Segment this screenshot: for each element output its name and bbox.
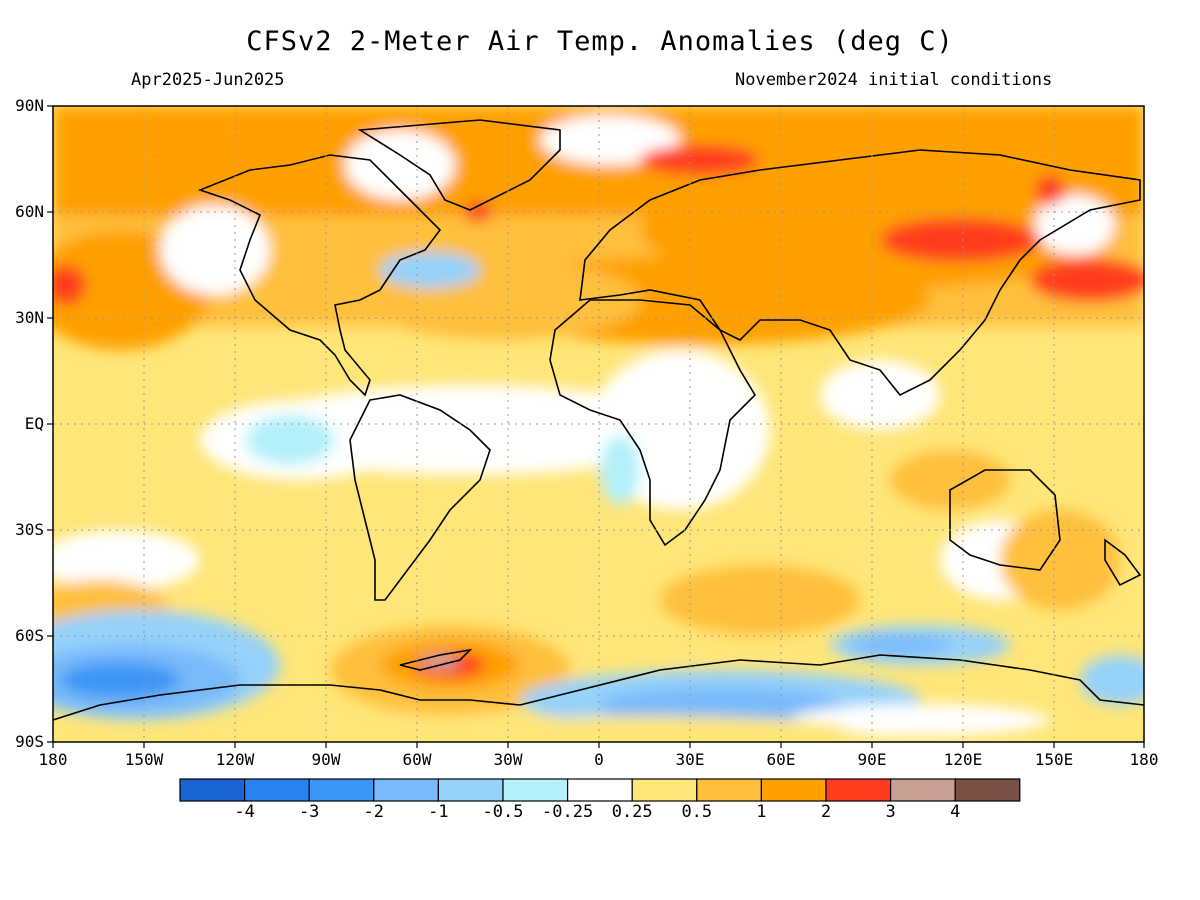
map-title: CFSv2 2-Meter Air Temp. Anomalies (deg C… [246,26,954,57]
colorbar-swatch [825,778,892,802]
lon-label-150w: 150W [124,750,164,769]
lon-label-60w: 60W [402,750,432,769]
anomaly-field [53,106,1144,742]
colorbar-label: 0.5 [681,802,713,822]
lat-label-60s: 60S [15,626,44,645]
lon-label-150e: 150E [1034,750,1074,769]
colorbar-label: -0.25 [542,802,594,822]
colorbar-label: 3 [885,802,896,822]
lon-label-30e: 30E [675,750,705,769]
colorbar-swatch [889,778,956,802]
colorbar-label: -4 [234,802,255,822]
lat-label-90n: 90N [15,96,44,115]
colorbar-label: -2 [363,802,385,822]
colorbar-label: 0.25 [611,802,653,822]
lon-label-60e: 60E [766,750,796,769]
colorbar-label: 1 [756,802,767,822]
forecast-period: Apr2025-Jun2025 [131,70,285,90]
lon-label-180w: 180 [38,750,68,769]
lon-label-90w: 90W [311,750,341,769]
lon-label-90e: 90E [857,750,887,769]
lon-label-0: 0 [594,750,604,769]
colorbar-swatch [437,778,504,802]
lon-label-120w: 120W [215,750,255,769]
colorbar-label: 4 [950,802,961,822]
axis-ticks [47,105,1145,748]
colorbar-label: -1 [428,802,449,822]
colorbar-swatch [308,778,375,802]
lon-label-120e: 120E [943,750,983,769]
colorbar-label: -0.5 [482,802,524,822]
lat-label-90s: 90S [15,732,44,751]
gridlines [53,106,1144,742]
lon-label-30w: 30W [493,750,523,769]
lat-label-eq: EQ [24,414,44,433]
lat-label-30s: 30S [15,520,44,539]
colorbar-label: 2 [820,802,832,822]
lat-label-30n: 30N [15,308,44,327]
colorbar-swatch [179,778,246,802]
lat-label-60n: 60N [15,202,44,221]
colorbar-swatch [631,778,698,802]
colorbar [179,778,1021,802]
colorbar-swatch [566,778,633,802]
coastlines [53,119,1144,721]
colorbar-swatch [760,778,827,802]
colorbar-swatch [502,778,569,802]
colorbar-swatch [954,778,1021,802]
colorbar-label: -3 [298,802,320,822]
colorbar-swatch [244,778,310,802]
initial-conditions: November2024 initial conditions [735,70,1053,90]
colorbar-swatch [696,778,762,802]
lon-label-180e: 180 [1129,750,1159,769]
colorbar-swatch [373,778,439,802]
